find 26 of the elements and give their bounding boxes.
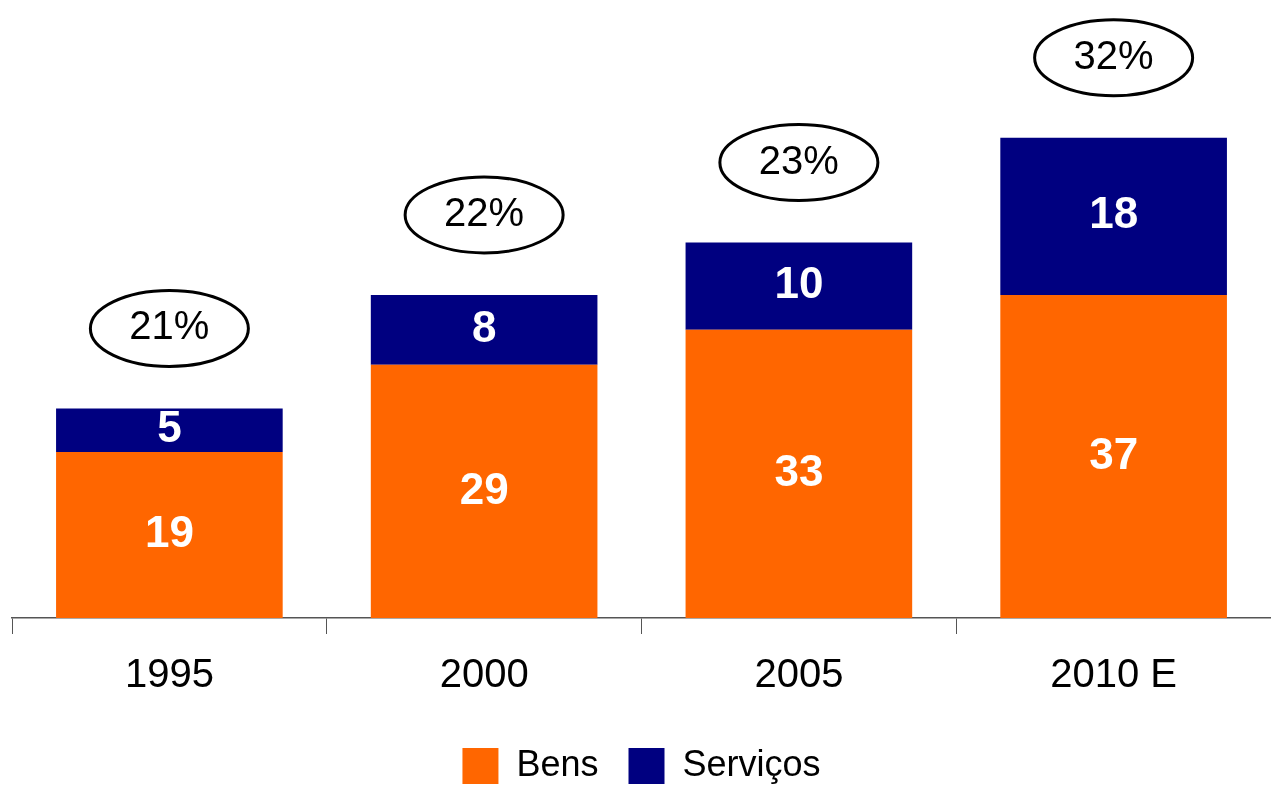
bar xyxy=(370,364,598,618)
annotation: 23% xyxy=(758,137,839,182)
bar xyxy=(56,452,283,618)
text: 32% xyxy=(1073,32,1154,77)
data-label: 29 xyxy=(459,463,509,513)
legend-label: Serviços xyxy=(682,742,821,784)
annotation: 22% xyxy=(444,189,525,234)
bar xyxy=(685,242,913,330)
annotation: 21% xyxy=(129,303,210,348)
bar xyxy=(1000,137,1227,295)
legend-label: Bens xyxy=(516,742,599,784)
data-label: 33 xyxy=(774,446,824,496)
data-label: 5 xyxy=(157,402,182,452)
x-tick-label: 2010 E xyxy=(1050,651,1178,696)
data-label: 8 xyxy=(471,301,497,351)
bar xyxy=(56,408,283,453)
x-tick-label: 2005 xyxy=(754,651,844,696)
x-tick-label: 2000 xyxy=(439,651,529,696)
x-tick-label: 1995 xyxy=(124,651,214,696)
data-label: 18 xyxy=(1089,188,1139,238)
data-label: 19 xyxy=(144,507,194,557)
data-label: 10 xyxy=(774,258,824,308)
data-label: 37 xyxy=(1089,428,1139,478)
bar xyxy=(1000,294,1227,618)
bar xyxy=(685,329,913,618)
bar xyxy=(370,294,598,365)
